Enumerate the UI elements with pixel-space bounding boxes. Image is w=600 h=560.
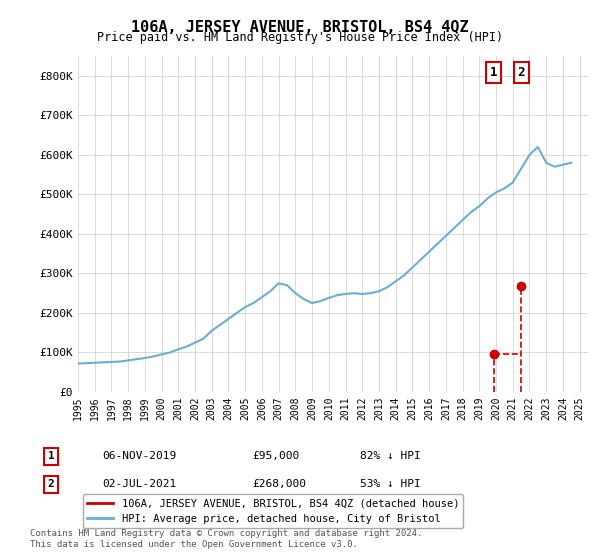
Text: Contains HM Land Registry data © Crown copyright and database right 2024.
This d: Contains HM Land Registry data © Crown c… — [30, 529, 422, 549]
Text: 06-NOV-2019: 06-NOV-2019 — [102, 451, 176, 461]
Text: £95,000: £95,000 — [252, 451, 299, 461]
Text: 1: 1 — [490, 66, 497, 79]
Text: 82% ↓ HPI: 82% ↓ HPI — [360, 451, 421, 461]
Text: 2: 2 — [47, 479, 55, 489]
Text: 106A, JERSEY AVENUE, BRISTOL, BS4 4QZ: 106A, JERSEY AVENUE, BRISTOL, BS4 4QZ — [131, 20, 469, 35]
Legend: 106A, JERSEY AVENUE, BRISTOL, BS4 4QZ (detached house), HPI: Average price, deta: 106A, JERSEY AVENUE, BRISTOL, BS4 4QZ (d… — [83, 494, 463, 528]
Text: £268,000: £268,000 — [252, 479, 306, 489]
Text: Price paid vs. HM Land Registry's House Price Index (HPI): Price paid vs. HM Land Registry's House … — [97, 31, 503, 44]
Text: 2: 2 — [517, 66, 525, 79]
Text: 1: 1 — [47, 451, 55, 461]
Text: 53% ↓ HPI: 53% ↓ HPI — [360, 479, 421, 489]
Text: 02-JUL-2021: 02-JUL-2021 — [102, 479, 176, 489]
